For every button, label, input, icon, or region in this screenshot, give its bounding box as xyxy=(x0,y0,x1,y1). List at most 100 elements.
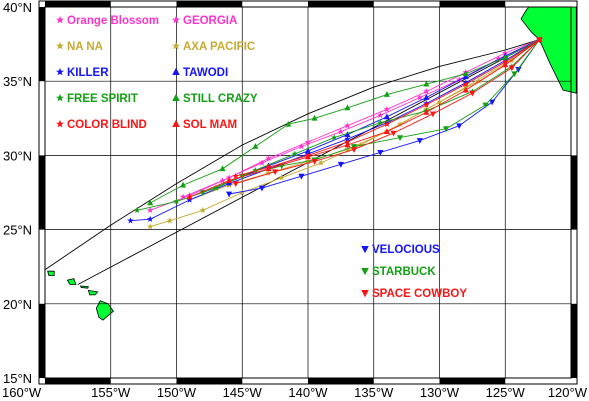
track-position-marker xyxy=(475,77,483,84)
map-border xyxy=(44,6,572,379)
legend-label: NA NA xyxy=(67,41,103,53)
lon-tick-label: 130°W xyxy=(420,385,460,400)
legend-entry-color-blind: COLOR BLIND xyxy=(56,119,147,131)
track-position-marker xyxy=(350,144,358,150)
legend-symbol xyxy=(56,119,64,128)
frame-black-segment xyxy=(45,1,111,7)
legend-entry-sol-mam: SOL MAM xyxy=(172,119,237,131)
track-position-marker xyxy=(146,206,154,214)
land-kauai xyxy=(47,270,55,277)
great-circle-route xyxy=(44,39,540,271)
track-position-marker xyxy=(186,193,193,200)
track-position-marker xyxy=(304,153,312,160)
legend-label: SOL MAM xyxy=(183,119,237,131)
track-position-marker xyxy=(337,161,344,168)
land-maui xyxy=(87,289,99,296)
track-position-marker xyxy=(357,141,364,148)
track-position-marker xyxy=(502,54,509,60)
track-position-marker xyxy=(317,159,325,166)
track-position-marker xyxy=(383,113,390,120)
legend-symbol xyxy=(172,41,180,50)
legend-label: AXA PACIFIC xyxy=(183,41,255,53)
legend-symbol xyxy=(172,15,180,24)
track-na-na xyxy=(146,36,543,230)
frame-black-segment xyxy=(571,155,577,230)
lon-tick-label: 135°W xyxy=(354,385,394,400)
legend-entry-georgia: GEORGIA xyxy=(172,15,237,27)
track-position-marker xyxy=(383,120,391,127)
frame-black-segment xyxy=(176,1,243,7)
frame-black-segment xyxy=(39,303,45,378)
track-position-marker xyxy=(456,123,463,130)
land-molokai xyxy=(79,285,90,289)
frame-black-segment xyxy=(439,378,506,384)
frame-black-segment xyxy=(308,1,374,7)
track-line xyxy=(229,39,540,195)
track-position-marker xyxy=(511,71,518,78)
legend-label: GEORGIA xyxy=(183,15,237,27)
track-position-marker xyxy=(311,158,318,165)
track-position-marker xyxy=(536,37,543,44)
track-position-marker xyxy=(272,169,279,176)
track-position-marker xyxy=(239,189,246,196)
track-position-marker xyxy=(226,177,233,184)
track-position-marker xyxy=(285,120,292,127)
legend-entry-na-na: NA NA xyxy=(56,41,103,53)
lon-tick-label: 155°W xyxy=(91,385,131,400)
track-line xyxy=(149,39,540,204)
track-line xyxy=(189,39,540,201)
track-position-marker xyxy=(416,94,424,101)
track-position-marker xyxy=(252,143,259,149)
lon-tick-label: 120°W xyxy=(548,385,588,400)
track-position-marker xyxy=(377,119,384,126)
legend-label: Orange Blossom xyxy=(67,15,159,27)
legend-label: FREE SPIRIT xyxy=(67,93,138,105)
legend-label: COLOR BLIND xyxy=(67,119,147,131)
track-position-marker xyxy=(423,101,430,108)
legend-entry-space-cowboy: SPACE COWBOY xyxy=(361,288,467,300)
track-position-marker xyxy=(344,122,351,129)
land-oahu xyxy=(66,278,77,285)
lon-tick-label: 125°W xyxy=(486,385,526,400)
track-position-marker xyxy=(416,138,423,144)
track-position-marker xyxy=(383,128,390,135)
legend-label: STILL CRAZY xyxy=(183,93,258,105)
lon-tick-label: 150°W xyxy=(157,385,197,400)
track-position-marker xyxy=(508,65,515,72)
land-layer xyxy=(47,6,577,321)
legend-label: SPACE COWBOY xyxy=(372,288,467,300)
track-position-marker xyxy=(252,166,259,173)
track-position-marker xyxy=(146,223,154,230)
track-position-marker xyxy=(304,138,312,145)
legend-entry-starbuck: STARBUCK xyxy=(361,266,436,278)
track-position-marker xyxy=(383,106,391,113)
track-position-marker xyxy=(423,80,430,87)
lat-tick-label: 30°N xyxy=(3,148,32,163)
legend-entry-orange-blossom: Orange Blossom xyxy=(56,15,159,27)
lat-tick-label: 25°N xyxy=(3,223,32,238)
track-position-marker xyxy=(166,217,174,224)
legend-entry-killer: KILLER xyxy=(56,67,109,79)
frame-black-segment xyxy=(45,378,111,384)
boat-legend: Orange Blossom NA NA KILLER FREE SPIRIT COLO… xyxy=(56,15,467,300)
frame-black-segment xyxy=(308,378,374,384)
frame-black-segment xyxy=(39,7,45,82)
track-position-marker xyxy=(383,91,390,97)
legend-entry-tawodi: TAWODI xyxy=(172,67,228,79)
track-position-marker xyxy=(423,108,430,115)
track-position-marker xyxy=(489,99,496,106)
track-still-crazy xyxy=(147,36,543,206)
legend-symbol xyxy=(56,41,64,50)
graticule-grid xyxy=(45,7,571,378)
track-position-marker xyxy=(515,66,522,73)
track-position-marker xyxy=(291,150,299,157)
track-line xyxy=(130,39,540,222)
legend-entry-free-spirit: FREE SPIRIT xyxy=(56,93,138,105)
track-position-marker xyxy=(462,70,469,77)
track-position-marker xyxy=(232,181,239,187)
track-position-marker xyxy=(298,173,305,180)
track-position-marker xyxy=(179,193,187,200)
legend-symbol xyxy=(361,290,369,298)
lon-tick-label: 160°W xyxy=(2,385,42,400)
track-position-marker xyxy=(278,174,285,181)
